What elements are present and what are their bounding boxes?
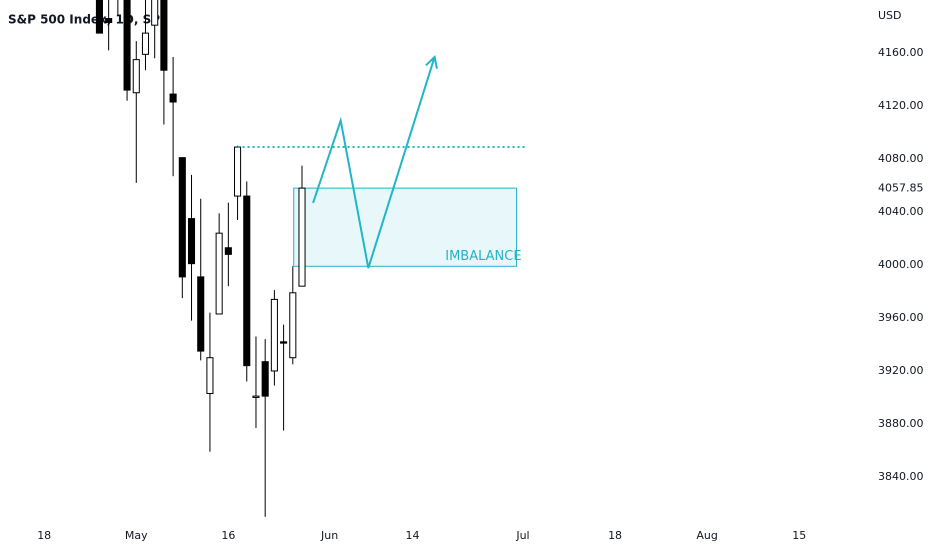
candle-body [187, 218, 196, 265]
y-tick-label: 4000.00 [878, 258, 924, 271]
x-tick-label: Aug [696, 529, 717, 542]
candle-body [270, 298, 278, 372]
chart-title: S&P 500 Index, 1D, SP [8, 13, 160, 27]
candle-body [298, 187, 306, 287]
x-tick-label: 15 [792, 529, 806, 542]
imbalance-label: IMBALANCE [445, 249, 521, 264]
x-tick-label: Jun [320, 529, 338, 542]
candle-body [224, 247, 232, 255]
candle-body [206, 357, 214, 394]
candle-body [151, 0, 159, 26]
x-tick-label: Jul [515, 529, 529, 542]
x-tick-label: May [125, 529, 148, 542]
plot-area: IMBALANCE [95, 0, 526, 517]
candle-body [197, 276, 205, 352]
candle-body [105, 18, 113, 24]
candle-body [123, 0, 131, 91]
candle-body [178, 157, 186, 278]
projection-path [312, 56, 436, 269]
candle-body [234, 146, 242, 197]
last-price-label: 4057.85 [878, 181, 924, 194]
y-tick-label: 4120.00 [878, 99, 924, 112]
candle-body [280, 341, 288, 344]
candle-body [243, 195, 251, 367]
candle-body [160, 0, 168, 71]
candle-body [252, 395, 260, 398]
y-tick-label: 3920.00 [878, 364, 924, 377]
y-tick-label: 3880.00 [878, 417, 924, 430]
x-tick-label: 14 [406, 529, 420, 542]
x-tick-label: 16 [221, 529, 235, 542]
y-tick-label: 3840.00 [878, 470, 924, 483]
candle-body [132, 59, 140, 94]
x-tick-label: 18 [37, 529, 51, 542]
y-tick-label: 3960.00 [878, 311, 924, 324]
arrow-head [425, 54, 438, 69]
y-tick-label: 4040.00 [878, 205, 924, 218]
y-tick-label: 4080.00 [878, 152, 924, 165]
y-tick-label: 4160.00 [878, 46, 924, 59]
candle-body [95, 0, 103, 34]
candle-body [261, 361, 269, 397]
candle-body [141, 32, 150, 55]
candle-body [289, 292, 297, 359]
candle-body [215, 232, 223, 315]
x-tick-label: 18 [608, 529, 622, 542]
imbalance-zone [293, 187, 518, 267]
candle-body [169, 93, 177, 103]
y-axis-label: USD [878, 9, 902, 22]
